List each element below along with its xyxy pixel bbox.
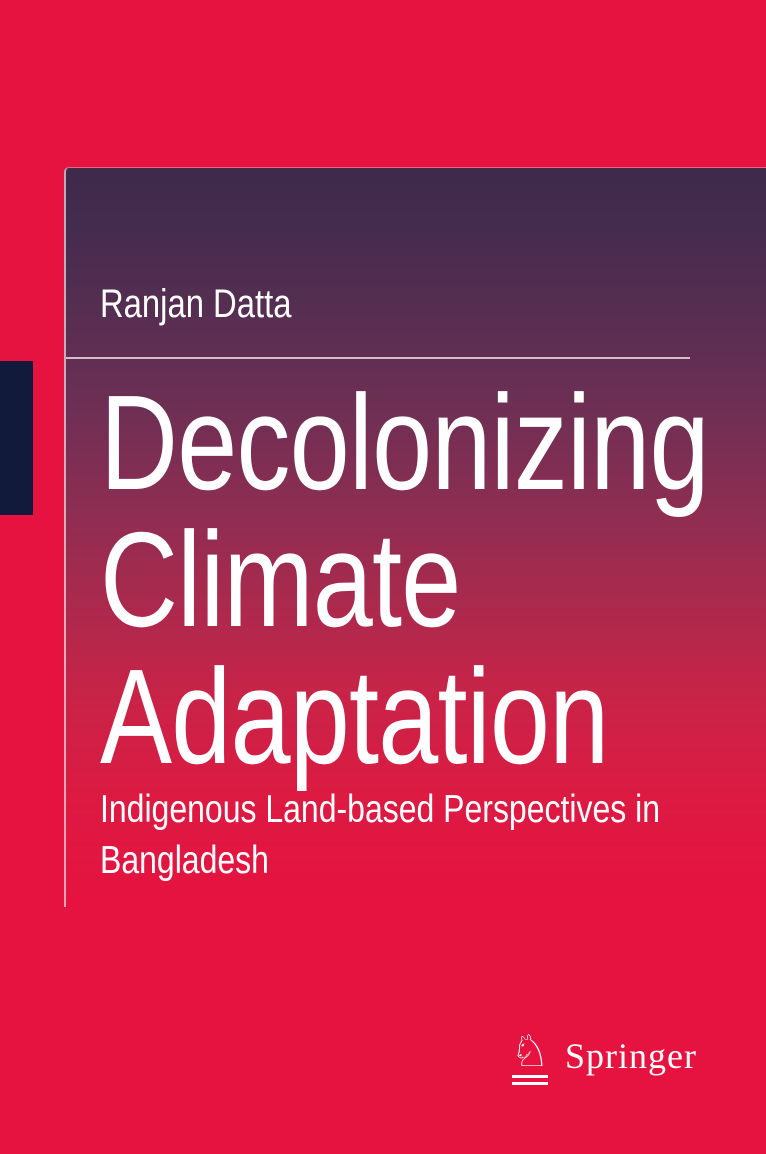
springer-logo-bar <box>512 1075 548 1078</box>
author-name: Ranjan Datta <box>100 280 333 328</box>
author-name-text: Ranjan Datta <box>100 282 292 326</box>
springer-logo-mark: ♘ <box>507 1026 553 1085</box>
book-subtitle-line: Bangladesh <box>100 839 269 882</box>
book-subtitle: Indigenous Land-based Perspectives in Ba… <box>100 784 766 886</box>
springer-wordmark: Springer <box>565 1036 697 1076</box>
spine-tab <box>0 361 33 515</box>
book-title-line: Decolonizing <box>100 367 710 518</box>
book-title-line: Climate <box>100 504 461 655</box>
book-title-line: Adaptation <box>100 641 609 792</box>
springer-horse-knight-icon: ♘ <box>510 1026 550 1077</box>
springer-logo-bar <box>512 1082 548 1085</box>
book-title: Decolonizing Climate Adaptation <box>100 374 766 785</box>
author-divider <box>66 357 690 359</box>
springer-logo: ♘ Springer <box>507 1026 697 1085</box>
cover-panel: Ranjan Datta Decolonizing Climate Adapta… <box>64 167 766 907</box>
book-subtitle-line: Indigenous Land-based Perspectives in <box>100 788 661 831</box>
